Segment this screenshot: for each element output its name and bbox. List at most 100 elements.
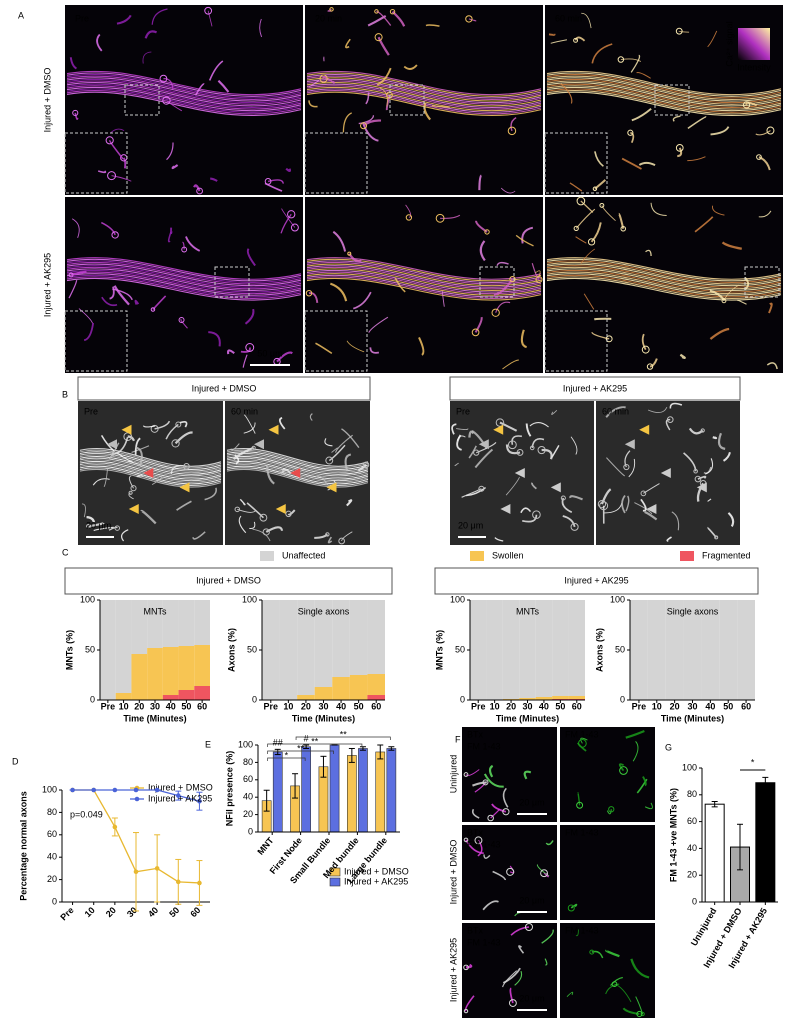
terminal [693,468,698,474]
axon-branch [308,100,318,108]
axon-branch [456,435,466,441]
y-tick-label: 100 [238,739,253,749]
inset-box [304,132,368,194]
terminal [107,171,117,181]
row-label: Injured + AK295 [448,938,458,1002]
axon-branch [405,204,412,218]
terminal [507,440,517,450]
nerve-bundle [306,83,542,109]
axon-branch [116,14,132,25]
axon-branch [644,802,653,810]
terminal [627,129,634,136]
axon-branch [605,983,620,995]
axon-branch [403,64,418,70]
y-tick-label: 50 [455,644,465,654]
nerve-bundle [66,265,302,288]
nerve-bundle [306,274,542,298]
stack-segment [194,645,210,686]
terminal [589,949,595,955]
colorbar-label: Ca²⁺ signal [724,21,734,66]
nerve-bundle [66,77,302,102]
y-tick-label: 100 [682,762,697,772]
nerve-bundle [226,465,369,485]
nerve-bundle [79,449,222,469]
axon-branch [471,808,480,819]
stack-segment [552,600,569,696]
y-tick-label: 40 [687,843,697,853]
axon-branch [630,958,650,979]
axon-branch [474,316,483,333]
chart-title: MNTs [144,606,167,616]
axon-branch [591,950,604,959]
axon-branch [180,319,188,329]
axon-branch [560,83,573,104]
terminal [130,485,137,492]
axon-branch [234,454,240,465]
axon-branch [620,58,642,62]
axon-branch [534,270,541,277]
terminal [535,276,543,284]
axon-branch [465,839,484,855]
nerve-bundle [306,268,542,292]
axon-branch [376,67,392,86]
terminal [700,428,705,433]
nerve-bundle [79,454,222,474]
y-tick-label: 60 [47,829,57,839]
terminal [290,223,299,232]
panel-letter: F [455,734,461,744]
axon-branch [344,453,352,472]
panel-letter: B [62,389,68,399]
axon-branch [83,322,95,342]
y-tick-label: 50 [247,644,257,654]
terminal [617,56,625,63]
axon-branch [502,970,518,988]
terminal [347,251,352,256]
x-tick-label: 50 [167,905,181,919]
axon-branch [332,230,347,252]
point [91,787,97,793]
axon-branch [151,8,168,25]
terminal [287,210,296,219]
terminal [516,449,524,456]
axon-branch [601,205,616,221]
terminal [573,37,579,43]
axon-branch [614,983,632,1003]
bar [347,755,357,833]
x-tick-label: 50 [181,701,191,711]
axon-branch [111,175,132,182]
x-tick-label: 60 [197,701,207,711]
axon-branch [594,151,604,167]
stack-segment [147,600,163,648]
x-tick-label: Pre [471,701,486,711]
x-tick-label: 30 [522,701,532,711]
x-tick-label: 40 [336,701,346,711]
nerve-bundle [546,75,782,101]
stack-segment [178,600,195,646]
nerve-bundle [226,448,369,467]
stack-segment [115,600,132,693]
x-tick-label: 30 [687,701,697,711]
axon-branch [163,78,174,90]
axon-branch [110,128,125,134]
axon-branch [491,803,507,813]
nerve-bundle [226,454,369,474]
x-tick-label: 20 [301,701,311,711]
nerve-bundle [79,452,222,472]
point [175,879,181,885]
axon-branch [423,102,432,121]
nerve-bundle [546,90,782,115]
terminal [105,136,114,145]
arrowhead [128,504,139,514]
axon-branch [709,327,730,340]
nerve-bundle [79,459,222,478]
x-tick-label: Pre [264,701,279,711]
micrograph [560,727,655,822]
stack-segment [297,695,315,700]
terminal [360,122,368,130]
stack-segment [194,600,210,645]
axon-branch [103,468,108,488]
axon-branch [531,263,540,280]
legend-swatch [329,877,341,887]
stack-segment [486,600,503,700]
